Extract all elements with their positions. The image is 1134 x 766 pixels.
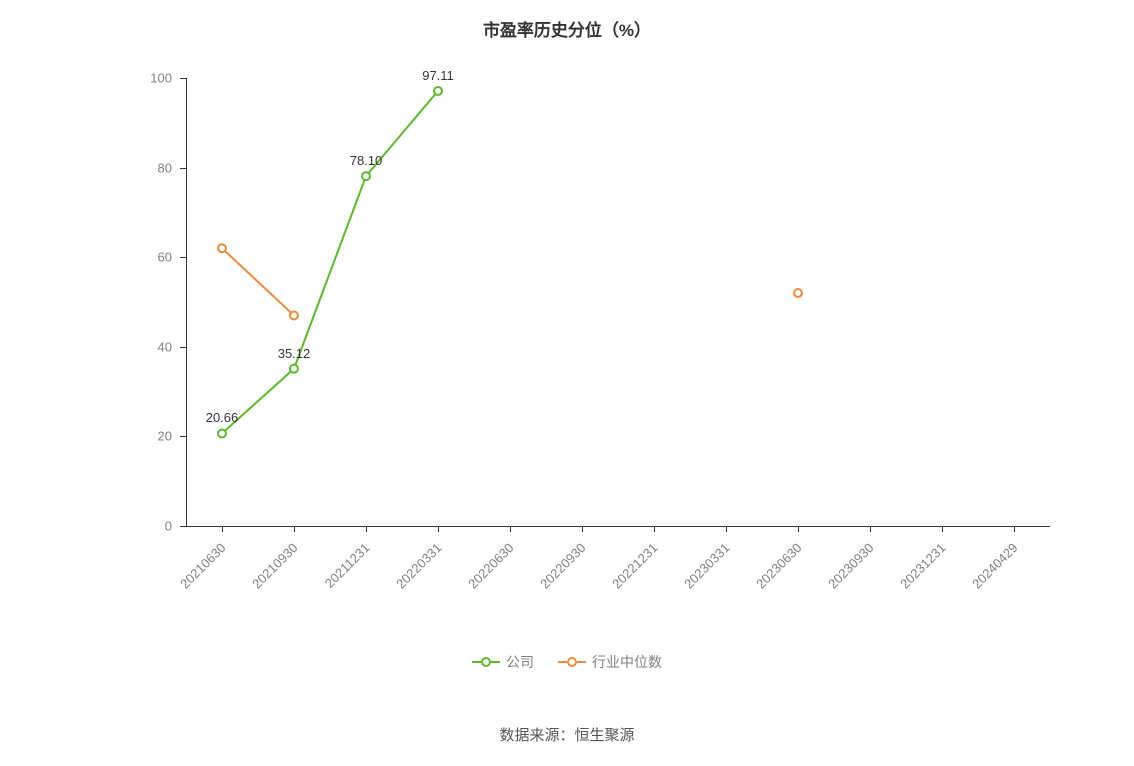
data-label-company: 20.66 <box>206 410 239 425</box>
x-tick <box>870 526 871 532</box>
legend-item-industry-median[interactable]: 行业中位数 <box>558 652 662 672</box>
x-tick <box>366 526 367 532</box>
x-tick <box>510 526 511 532</box>
legend: 公司 行业中位数 <box>0 652 1134 672</box>
pe-percentile-chart: 市盈率历史分位（%） 02040608010020210630202109302… <box>0 0 1134 766</box>
series-marker-company <box>434 87 442 95</box>
legend-marker-icon <box>472 654 500 670</box>
y-tick-label: 0 <box>132 519 172 534</box>
legend-item-company[interactable]: 公司 <box>472 652 534 672</box>
x-tick <box>942 526 943 532</box>
series-layer <box>186 78 1050 526</box>
x-tick-label: 20231231 <box>938 540 949 551</box>
x-tick-label: 20220930 <box>578 540 589 551</box>
x-tick-label: 20230930 <box>866 540 877 551</box>
series-marker-company <box>362 172 370 180</box>
y-tick-label: 100 <box>132 71 172 86</box>
data-source: 数据来源：恒生聚源 <box>0 724 1134 745</box>
x-tick <box>438 526 439 532</box>
x-tick <box>294 526 295 532</box>
x-tick-label: 20230630 <box>794 540 805 551</box>
x-tick-label: 20220331 <box>434 540 445 551</box>
y-tick-label: 60 <box>132 250 172 265</box>
chart-title: 市盈率历史分位（%） <box>0 16 1134 41</box>
series-marker-company <box>290 365 298 373</box>
x-tick <box>582 526 583 532</box>
x-tick-label: 20240429 <box>1010 540 1021 551</box>
x-tick <box>1014 526 1015 532</box>
x-axis-line <box>186 526 1050 527</box>
data-label-company: 78.10 <box>350 153 383 168</box>
x-tick <box>726 526 727 532</box>
x-tick-label: 20211231 <box>362 540 373 551</box>
x-tick <box>654 526 655 532</box>
y-tick-label: 40 <box>132 339 172 354</box>
x-tick <box>798 526 799 532</box>
data-label-company: 35.12 <box>278 346 311 361</box>
x-tick-label: 20230331 <box>722 540 733 551</box>
x-tick-label: 20221231 <box>650 540 661 551</box>
plot-area: 0204060801002021063020210930202112312022… <box>186 78 1050 526</box>
series-marker-industry-median <box>794 289 802 297</box>
series-line-company <box>222 91 438 433</box>
legend-marker-icon <box>558 654 586 670</box>
y-tick <box>180 526 186 527</box>
legend-label: 行业中位数 <box>592 652 662 672</box>
series-marker-company <box>218 429 226 437</box>
x-tick <box>222 526 223 532</box>
x-tick-label: 20210930 <box>290 540 301 551</box>
x-tick-label: 20210630 <box>218 540 229 551</box>
data-label-company: 97.11 <box>422 68 454 83</box>
y-tick-label: 80 <box>132 160 172 175</box>
series-marker-industry-median <box>218 244 226 252</box>
series-marker-industry-median <box>290 311 298 319</box>
x-tick-label: 20220630 <box>506 540 517 551</box>
y-tick-label: 20 <box>132 429 172 444</box>
legend-label: 公司 <box>506 652 534 672</box>
series-line-industry-median <box>222 248 294 315</box>
